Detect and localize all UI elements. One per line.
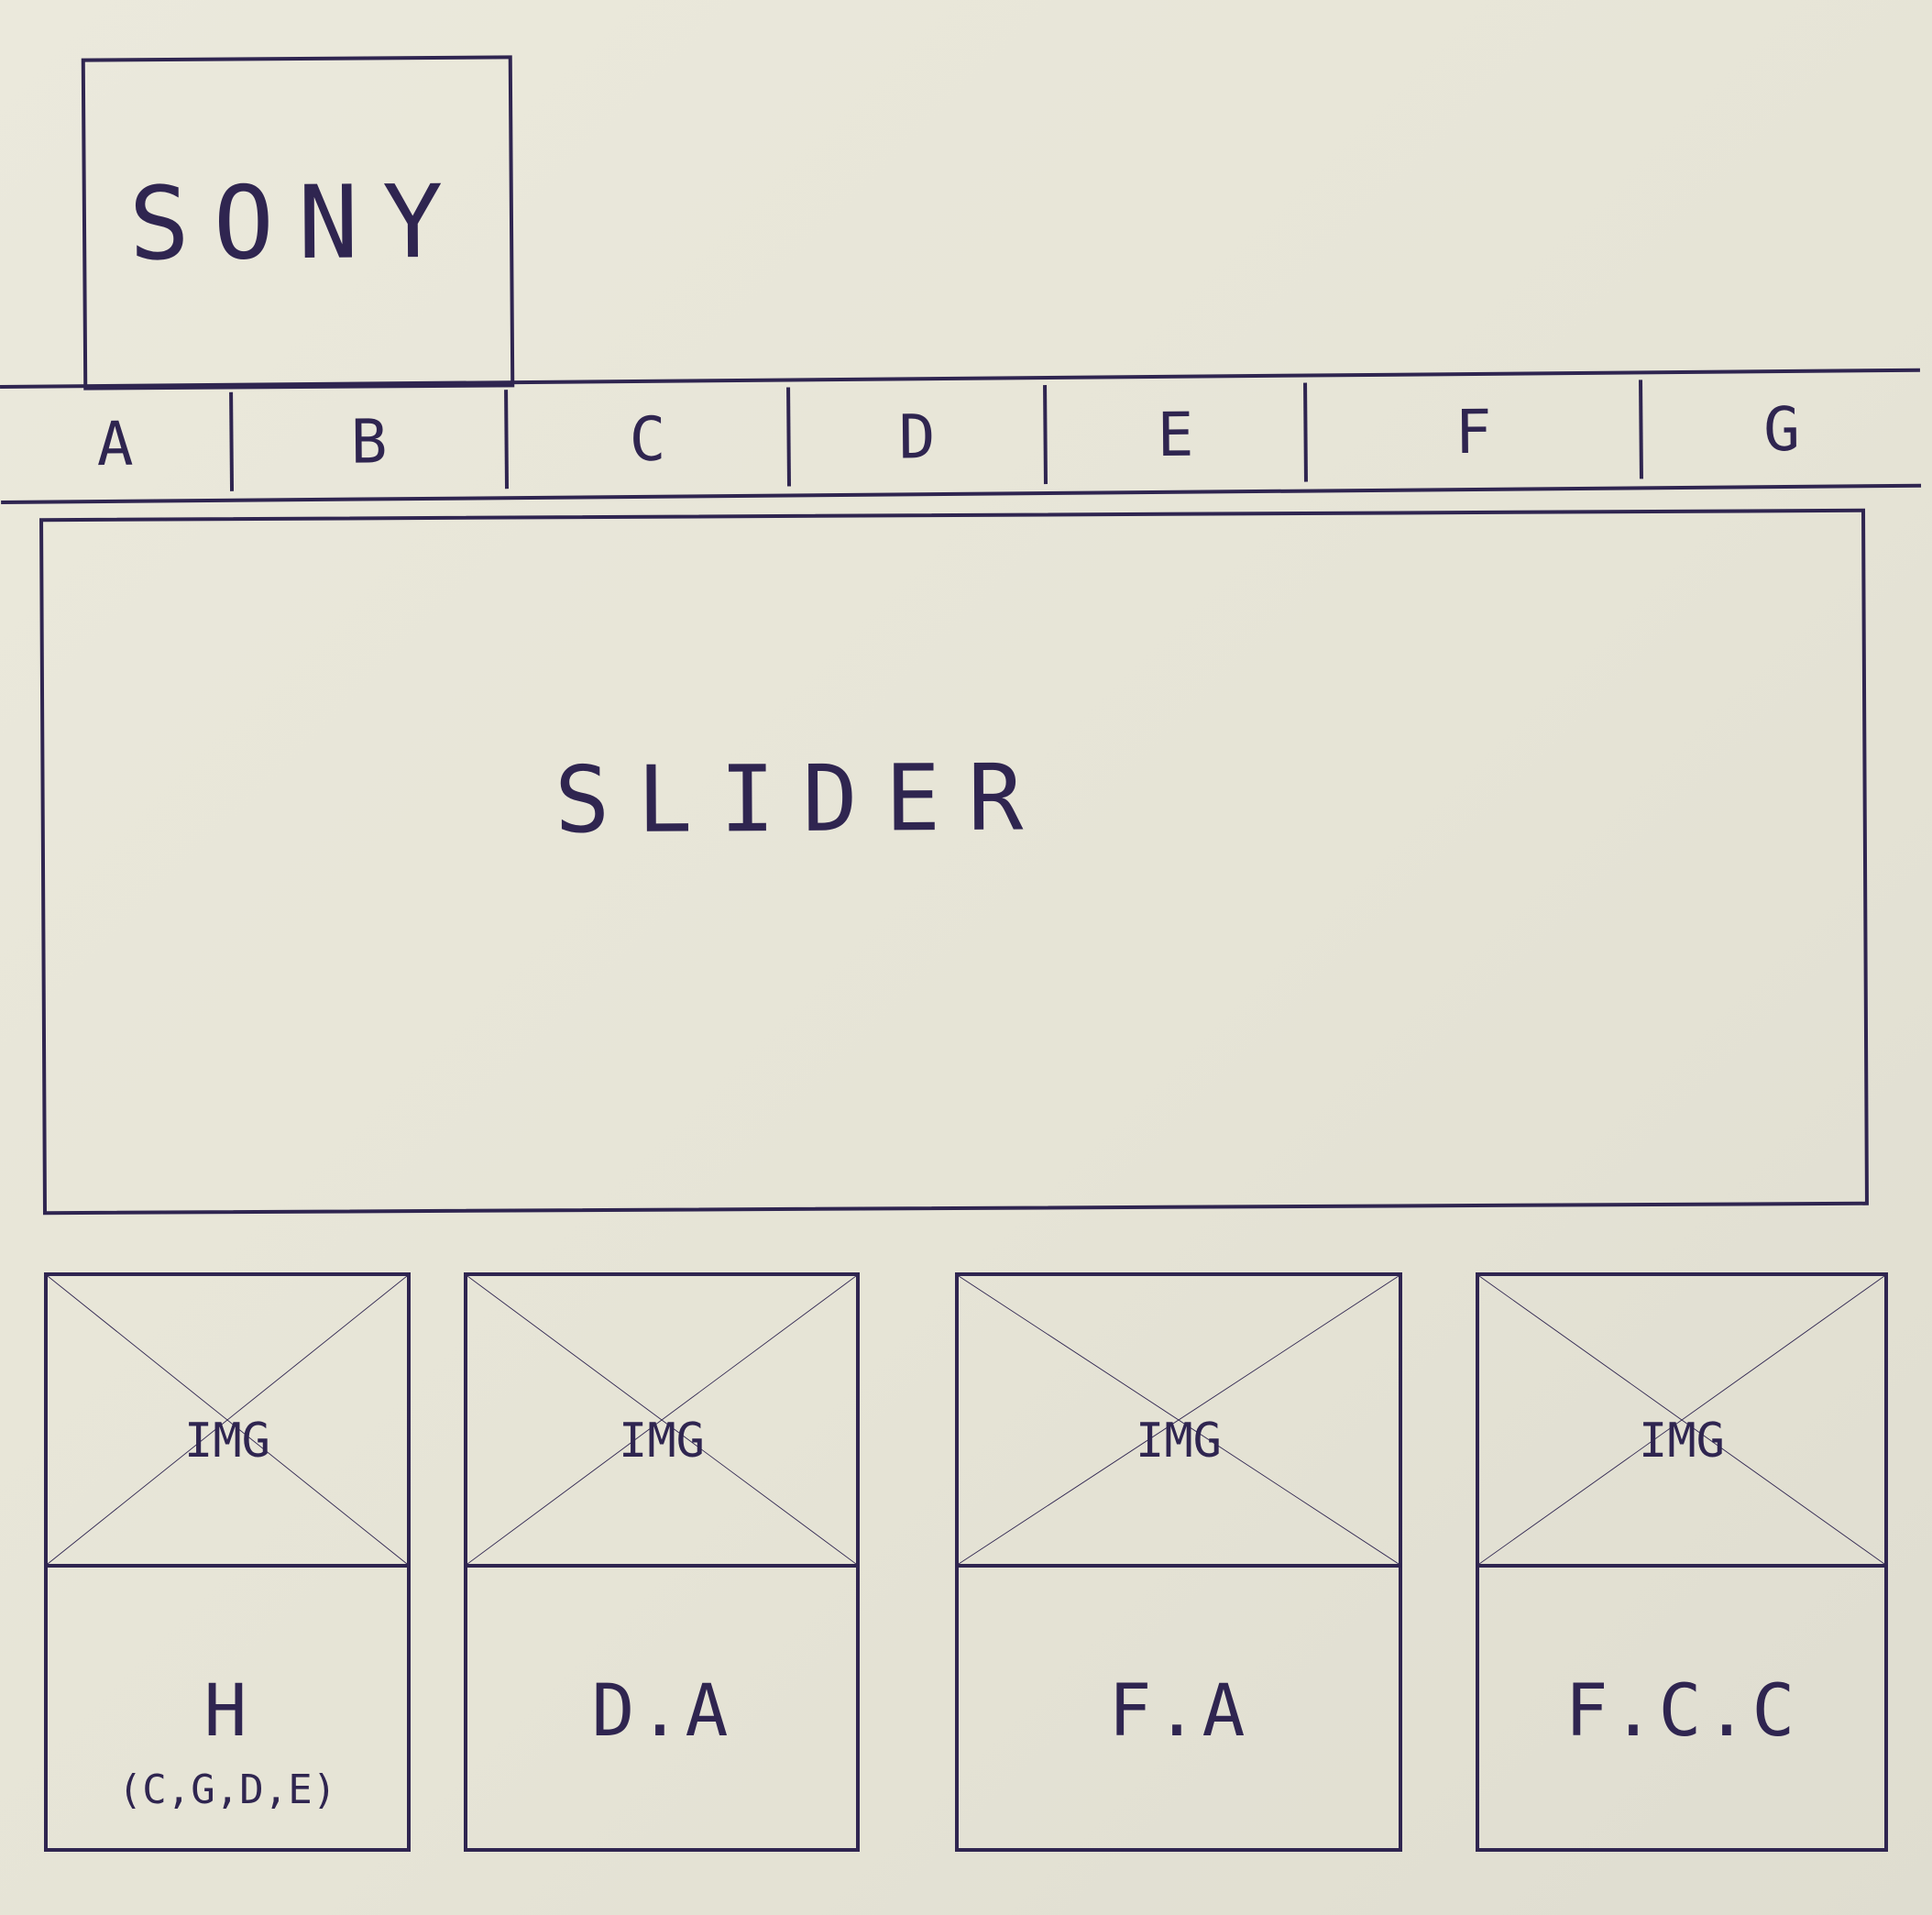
nav-item-label: A [96, 408, 134, 479]
image-placeholder-icon [959, 1276, 1399, 1564]
card-fa[interactable]: IMG F.A [955, 1272, 1402, 1852]
card-image-placeholder: IMG [467, 1276, 856, 1568]
card-subtitle: (C,G,D,E) [117, 1766, 337, 1813]
nav-item-e[interactable]: E [1047, 378, 1304, 491]
card-title: F.A [1108, 1670, 1249, 1753]
logo-text: SONY [128, 162, 467, 283]
card-image-placeholder: IMG [48, 1276, 407, 1568]
nav-item-a[interactable]: A [0, 387, 230, 501]
card-title: D.A [591, 1670, 732, 1753]
image-placeholder-label: IMG [184, 1414, 270, 1469]
image-placeholder-label: IMG [1639, 1414, 1725, 1469]
image-placeholder-icon [48, 1276, 407, 1564]
logo[interactable]: SONY [81, 55, 515, 391]
nav-item-g[interactable]: G [1642, 372, 1921, 487]
image-placeholder-label: IMG [619, 1414, 705, 1469]
image-placeholder-label: IMG [1136, 1414, 1222, 1469]
nav-item-d[interactable]: D [790, 380, 1044, 493]
card-fcc[interactable]: IMG F.C.C [1476, 1272, 1888, 1852]
image-placeholder-icon [1479, 1276, 1884, 1564]
nav-item-label: B [350, 405, 388, 478]
nav-item-f[interactable]: F [1307, 374, 1640, 489]
hero-slider[interactable]: SLIDER [39, 508, 1869, 1216]
card-da[interactable]: IMG D.A [464, 1272, 860, 1852]
nav-item-label: D [898, 401, 936, 472]
nav-item-label: C [629, 403, 666, 475]
slider-label: SLIDER [554, 743, 1051, 853]
nav-item-label: E [1157, 399, 1194, 470]
nav-item-b[interactable]: B [233, 384, 505, 499]
image-placeholder-icon [467, 1276, 856, 1564]
card-title: H [203, 1670, 251, 1753]
card-title: F.C.C [1564, 1670, 1799, 1753]
nav-item-c[interactable]: C [508, 382, 787, 497]
nav-item-label: F [1454, 396, 1492, 468]
nav-item-label: G [1762, 393, 1801, 465]
card-h[interactable]: IMG H (C,G,D,E) [44, 1272, 411, 1852]
card-image-placeholder: IMG [1479, 1276, 1884, 1568]
card-image-placeholder: IMG [959, 1276, 1399, 1568]
main-nav: A B C D E F G [0, 368, 1922, 504]
